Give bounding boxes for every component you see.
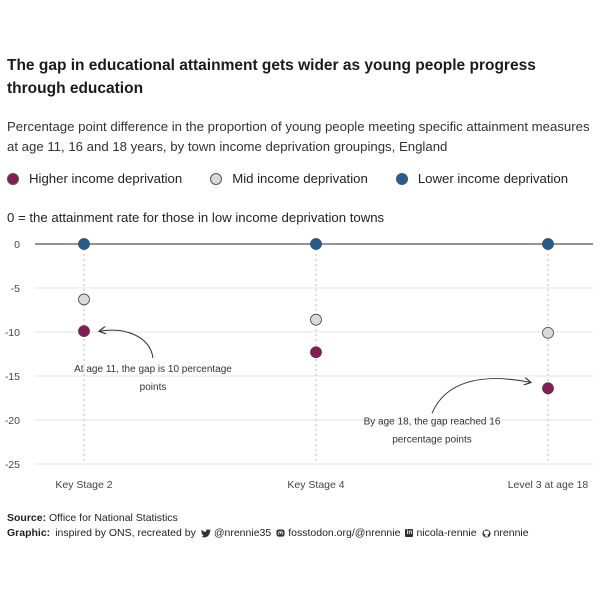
legend-item-higher: Higher income deprivation [7, 171, 182, 186]
annotation-text: At age 11, the gap is 10 percentage [74, 364, 232, 375]
legend-label-mid: Mid income deprivation [232, 171, 368, 186]
graphic-text: inspired by ONS, recreated by [55, 527, 196, 539]
x-tick-label: Level 3 at age 18 [508, 479, 589, 491]
legend-marker-lower [395, 172, 408, 185]
legend-label-higher: Higher income deprivation [29, 171, 183, 186]
graphic-label: Graphic: [7, 527, 51, 539]
chart-title: The gap in educational attainment gets w… [7, 57, 536, 97]
point-mid-2 [542, 326, 554, 339]
y-tick-label: -25 [5, 459, 20, 471]
point-mid-1 [310, 313, 322, 326]
y-tick-label: -20 [5, 415, 20, 427]
point-lower-0 [78, 238, 90, 250]
annotation-arrow [431, 379, 530, 414]
chart-subtitle: Percentage point difference in the propo… [7, 119, 590, 154]
annotation-text: By age 18, the gap reached 16 [364, 416, 501, 427]
legend: Higher income deprivation Mid income dep… [7, 171, 596, 186]
legend-item-mid: Mid income deprivation [210, 171, 368, 186]
y-tick-label: -15 [5, 371, 20, 383]
x-tick-label: Key Stage 4 [287, 479, 344, 491]
y-tick-label: -10 [5, 327, 20, 339]
footer-graphic: Graphic: inspired by ONS, recreated by @… [7, 527, 529, 539]
point-mid-0 [78, 293, 90, 306]
mastodon-handle[interactable]: fosstodon.org/@nrennie [288, 527, 401, 539]
point-higher-0 [78, 325, 90, 338]
annotation-text: points [140, 382, 167, 393]
legend-marker-mid [210, 172, 223, 185]
twitter-icon [200, 528, 211, 537]
github-handle[interactable]: nrennie [493, 527, 529, 539]
twitter-handle[interactable]: @nrennie35 [213, 527, 272, 539]
point-higher-2 [542, 382, 554, 395]
point-lower-1 [310, 238, 322, 250]
source-text: Office for National Statistics [49, 512, 178, 524]
linkedin-icon: in [405, 529, 414, 537]
annotation-arrow [100, 330, 154, 359]
legend-label-lower: Lower income deprivation [417, 171, 569, 186]
mastodon-icon [276, 528, 285, 537]
legend-marker-higher [7, 172, 19, 185]
github-icon [482, 528, 491, 538]
x-tick-label: Key Stage 2 [55, 479, 112, 491]
linkedin-handle[interactable]: nicola-rennie [416, 527, 477, 539]
y-tick-label: 0 [14, 239, 20, 251]
point-lower-2 [542, 238, 554, 250]
legend-item-lower: Lower income deprivation [395, 171, 569, 186]
point-higher-1 [310, 346, 322, 359]
zero-note: 0 = the attainment rate for those in low… [7, 210, 385, 225]
annotation-text: percentage points [392, 434, 472, 445]
chart-plot: 0 -5 -10 -15 -20 -25 Key Stage 2 Key Stage 4 Lev… [5, 238, 593, 491]
source-label: Source: [7, 512, 47, 524]
y-tick-label: -5 [11, 283, 20, 295]
footer-source: Source: Office for National Statistics [7, 512, 178, 524]
